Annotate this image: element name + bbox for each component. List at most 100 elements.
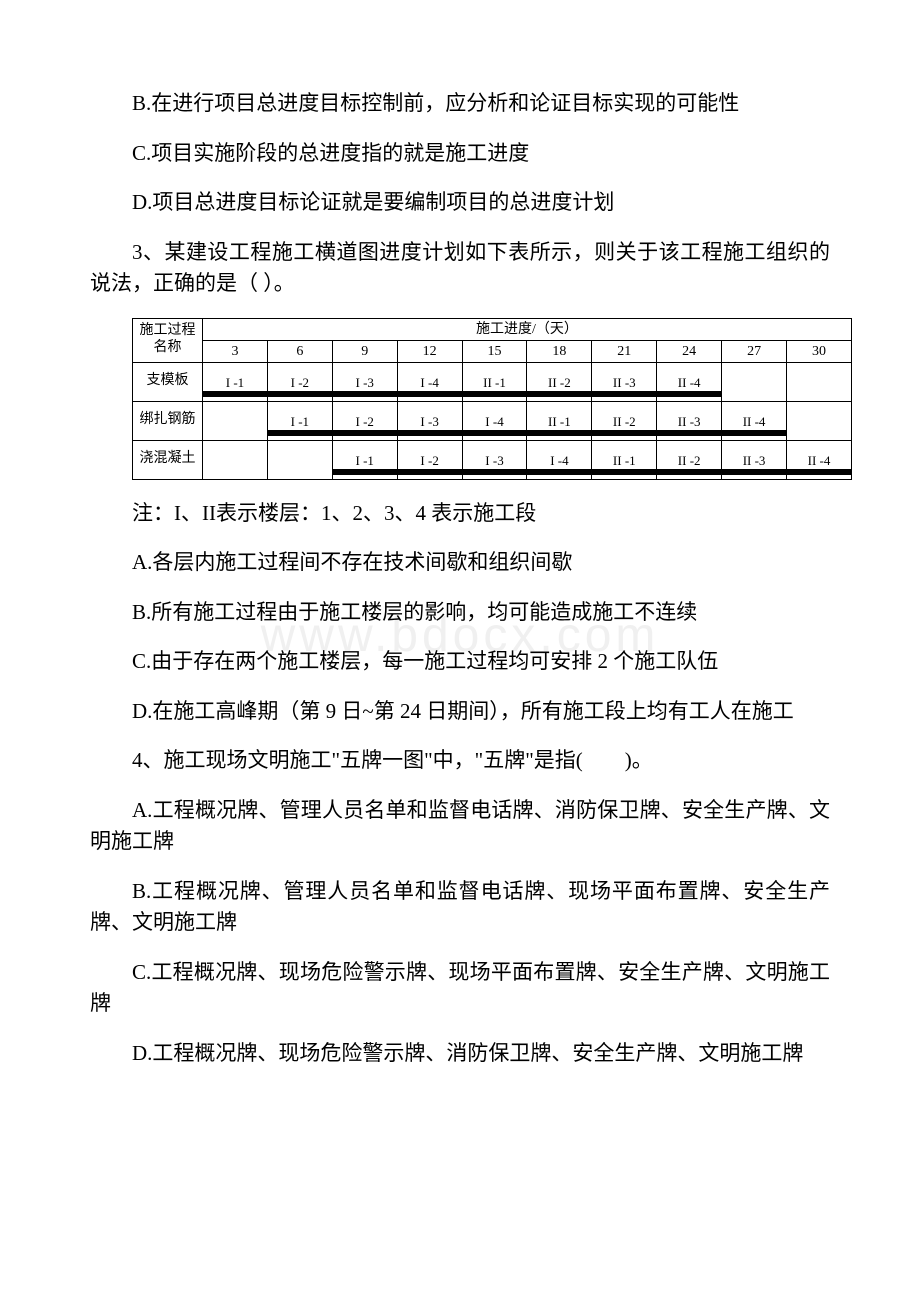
gantt-cell: I -2 [267,362,332,401]
gantt-cell-label: I -4 [527,452,591,468]
gantt-bar [591,469,657,475]
gantt-cell-label: I -1 [203,374,267,390]
gantt-cell-label: II -3 [657,413,721,429]
gantt-bar [526,469,592,475]
gantt-cell: I -4 [397,362,462,401]
gantt-cell-label: I -4 [463,413,527,429]
gantt-bar [397,430,463,436]
gantt-header-left: 施工过程名称 [133,318,203,362]
gantt-cell-label: II -2 [657,452,721,468]
gantt-cell-label: I -1 [268,413,332,429]
gantt-bar [656,391,722,397]
gantt-cell-label: I -1 [333,452,397,468]
gantt-bar [786,469,852,475]
gantt-bar [656,430,722,436]
gantt-bar [397,391,463,397]
gantt-day-col: 30 [787,340,852,362]
gantt-cell-label: II -3 [592,374,656,390]
gantt-chart: 施工过程名称施工进度/（天）36912151821242730支模板I -1I … [132,318,830,480]
gantt-cell-label: I -2 [268,374,332,390]
gantt-bar [721,469,787,475]
gantt-day-col: 9 [332,340,397,362]
gantt-day-col: 3 [203,340,268,362]
gantt-cell-label: I -2 [398,452,462,468]
gantt-bar [267,430,333,436]
gantt-cell: II -1 [462,362,527,401]
q3-stem: 3、某建设工程施工横道图进度计划如下表所示，则关于该工程施工组织的说法，正确的是… [90,237,830,300]
gantt-cell: II -4 [787,440,852,479]
gantt-cell [203,401,268,440]
gantt-bar [591,391,657,397]
q2-opt-b: B.在进行项目总进度目标控制前，应分析和论证目标实现的可能性 [90,88,830,120]
gantt-cell-label: I -4 [398,374,462,390]
gantt-cell-label: II -1 [592,452,656,468]
gantt-bar [397,469,463,475]
gantt-row-name: 浇混凝土 [133,440,203,479]
gantt-cell: I -3 [462,440,527,479]
gantt-cell: II -2 [592,401,657,440]
gantt-cell: I -4 [527,440,592,479]
gantt-cell: I -3 [397,401,462,440]
gantt-day-col: 21 [592,340,657,362]
gantt-cell: II -2 [527,362,592,401]
gantt-bar [332,391,398,397]
gantt-row-name: 支模板 [133,362,203,401]
gantt-cell: I -1 [267,401,332,440]
gantt-cell: I -3 [332,362,397,401]
gantt-bar [721,430,787,436]
gantt-cell: II -3 [657,401,722,440]
gantt-bar [591,430,657,436]
gantt-cell-label: II -4 [787,452,851,468]
gantt-bar [462,430,528,436]
gantt-day-col: 6 [267,340,332,362]
gantt-bar [202,391,268,397]
gantt-cell: II -2 [657,440,722,479]
gantt-cell [203,440,268,479]
gantt-day-col: 15 [462,340,527,362]
gantt-cell [722,362,787,401]
gantt-cell: I -1 [203,362,268,401]
q3-opt-c: C.由于存在两个施工楼层，每一施工过程均可安排 2 个施工队伍 [90,646,830,678]
gantt-bar [332,430,398,436]
q3-opt-b: B.所有施工过程由于施工楼层的影响，均可能造成施工不连续 [90,597,830,629]
gantt-cell: II -1 [592,440,657,479]
q3-note: 注：I、II表示楼层：1、2、3、4 表示施工段 [90,498,830,530]
gantt-cell [787,401,852,440]
gantt-bar [526,430,592,436]
gantt-cell [787,362,852,401]
q4-stem: 4、施工现场文明施工"五牌一图"中，"五牌"是指( )。 [90,745,830,777]
q3-opt-d: D.在施工高峰期（第 9 日~第 24 日期间），所有施工段上均有工人在施工 [90,696,830,728]
gantt-cell: I -4 [462,401,527,440]
gantt-cell: I -2 [332,401,397,440]
gantt-bar [332,469,398,475]
q2-opt-d: D.项目总进度目标论证就是要编制项目的总进度计划 [90,187,830,219]
q4-opt-b: B.工程概况牌、管理人员名单和监督电话牌、现场平面布置牌、安全生产牌、文明施工牌 [90,876,830,939]
gantt-cell: I -2 [397,440,462,479]
gantt-bar [267,391,333,397]
gantt-cell: II -1 [527,401,592,440]
q2-opt-c: C.项目实施阶段的总进度指的就是施工进度 [90,138,830,170]
q4-opt-c: C.工程概况牌、现场危险警示牌、现场平面布置牌、安全生产牌、文明施工牌 [90,957,830,1020]
gantt-day-col: 12 [397,340,462,362]
gantt-cell: II -4 [722,401,787,440]
gantt-cell-label: I -3 [333,374,397,390]
gantt-day-col: 27 [722,340,787,362]
gantt-cell-label: I -3 [463,452,527,468]
gantt-cell-label: II -2 [592,413,656,429]
gantt-header-right: 施工进度/（天） [203,318,852,340]
gantt-row-name: 绑扎钢筋 [133,401,203,440]
gantt-cell-label: I -3 [398,413,462,429]
gantt-cell: II -3 [592,362,657,401]
gantt-day-col: 24 [657,340,722,362]
gantt-bar [462,469,528,475]
gantt-cell: II -4 [657,362,722,401]
gantt-bar [656,469,722,475]
gantt-cell-label: I -2 [333,413,397,429]
gantt-cell-label: II -3 [722,452,786,468]
gantt-bar [526,391,592,397]
gantt-cell-label: II -1 [527,413,591,429]
gantt-cell-label: II -4 [722,413,786,429]
gantt-cell-label: II -1 [463,374,527,390]
gantt-bar [462,391,528,397]
q4-opt-a: A.工程概况牌、管理人员名单和监督电话牌、消防保卫牌、安全生产牌、文明施工牌 [90,795,830,858]
